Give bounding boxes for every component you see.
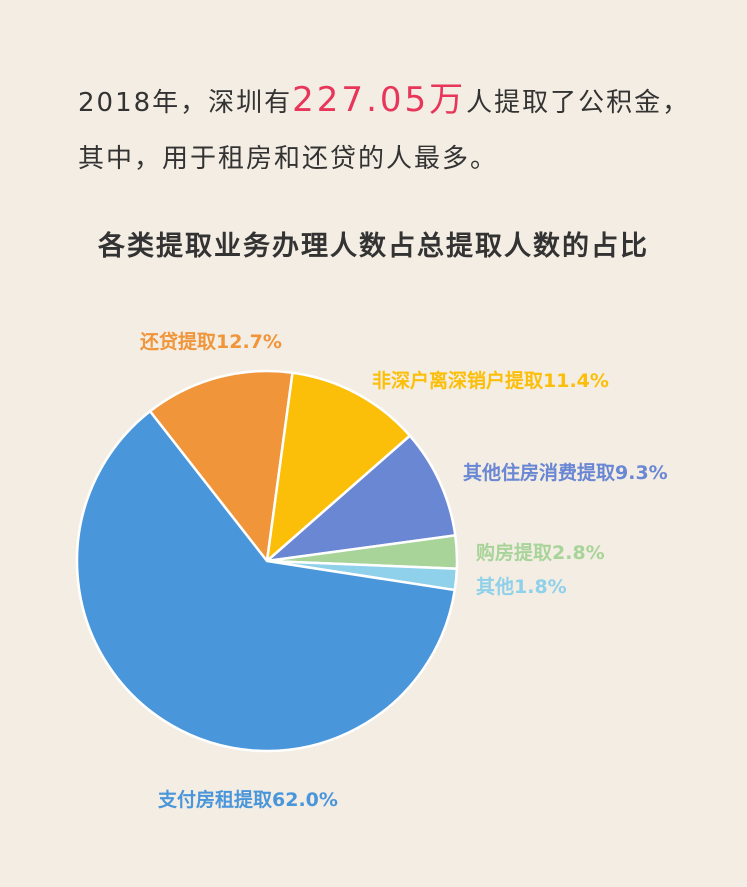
intro-text: 2018年，深圳有 <box>78 88 293 118</box>
label-其他住房消费: 其他住房消费提取9.3% <box>463 462 668 484</box>
intro-line-1: 2018年，深圳有227.05万人提取了公积金， <box>78 72 690 121</box>
intro-text: 人提取了公积金， <box>466 88 691 118</box>
pie-slice-其他住房消费提取 <box>263 433 457 563</box>
label-非深户: 非深户离深销户提取11.4% <box>372 370 609 392</box>
pie-slice-支付房租提取 <box>75 409 457 753</box>
label-支付房租: 支付房租提取62.0% <box>158 789 338 811</box>
label-购房: 购房提取2.8% <box>476 542 605 564</box>
pie-slice-非深户离深销户提取 <box>265 371 412 565</box>
label-其他: 其他1.8% <box>476 576 567 598</box>
label-还贷: 还贷提取12.7% <box>140 331 282 353</box>
intro-line-2: 其中，用于租房和还贷的人最多。 <box>78 144 499 174</box>
chart-title: 各类提取业务办理人数占总提取人数的占比 <box>98 231 649 262</box>
pie-slice-还贷提取 <box>148 369 294 565</box>
highlight-number: 227.05万 <box>292 80 467 120</box>
